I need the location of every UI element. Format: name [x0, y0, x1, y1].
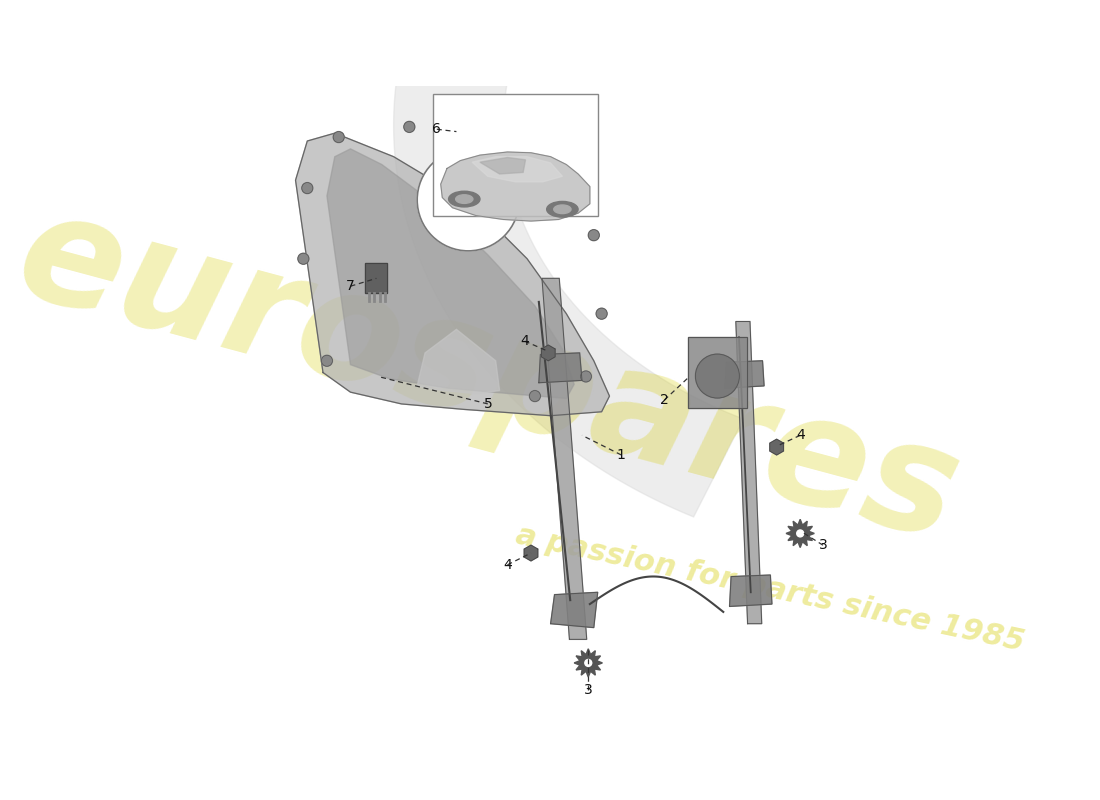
- Circle shape: [561, 159, 572, 170]
- Polygon shape: [525, 545, 538, 561]
- Polygon shape: [394, 0, 874, 517]
- Ellipse shape: [449, 191, 480, 207]
- Polygon shape: [417, 330, 499, 394]
- Circle shape: [581, 371, 592, 382]
- Polygon shape: [296, 133, 609, 416]
- Text: 4: 4: [503, 558, 512, 572]
- Bar: [433, 94, 597, 215]
- Circle shape: [596, 308, 607, 319]
- Circle shape: [695, 354, 739, 398]
- Text: 4: 4: [520, 334, 529, 348]
- Polygon shape: [786, 519, 814, 547]
- Polygon shape: [770, 439, 783, 455]
- Circle shape: [301, 182, 312, 194]
- Ellipse shape: [455, 194, 473, 203]
- Circle shape: [321, 355, 332, 366]
- Ellipse shape: [553, 205, 571, 214]
- Polygon shape: [574, 649, 603, 677]
- Circle shape: [529, 390, 540, 402]
- Circle shape: [585, 659, 592, 666]
- Polygon shape: [725, 361, 764, 388]
- Circle shape: [417, 149, 519, 251]
- Polygon shape: [541, 345, 556, 361]
- Bar: [688, 338, 747, 408]
- Polygon shape: [441, 152, 590, 221]
- Text: 2: 2: [660, 393, 669, 407]
- Text: 4: 4: [795, 428, 804, 442]
- Text: 6: 6: [432, 122, 441, 136]
- Circle shape: [333, 131, 344, 142]
- Text: 1: 1: [617, 448, 626, 462]
- Bar: [452, 130, 461, 134]
- Polygon shape: [472, 157, 562, 182]
- Bar: [688, 338, 747, 408]
- Polygon shape: [729, 575, 772, 606]
- Text: a passion for parts since 1985: a passion for parts since 1985: [514, 520, 1027, 657]
- Text: eurospares: eurospares: [2, 179, 974, 574]
- Polygon shape: [539, 353, 582, 382]
- Bar: [365, 263, 387, 294]
- Polygon shape: [736, 322, 761, 624]
- Text: 7: 7: [346, 279, 355, 293]
- Polygon shape: [327, 149, 574, 398]
- Polygon shape: [480, 158, 526, 174]
- Text: 5: 5: [483, 397, 492, 411]
- Ellipse shape: [547, 202, 579, 217]
- Circle shape: [404, 122, 415, 132]
- Text: 3: 3: [584, 683, 593, 698]
- Bar: [365, 263, 387, 294]
- Text: 3: 3: [818, 538, 827, 552]
- Polygon shape: [551, 592, 597, 628]
- Circle shape: [298, 254, 309, 264]
- Circle shape: [498, 128, 509, 138]
- Circle shape: [796, 530, 804, 537]
- Polygon shape: [542, 278, 586, 639]
- Circle shape: [588, 230, 600, 241]
